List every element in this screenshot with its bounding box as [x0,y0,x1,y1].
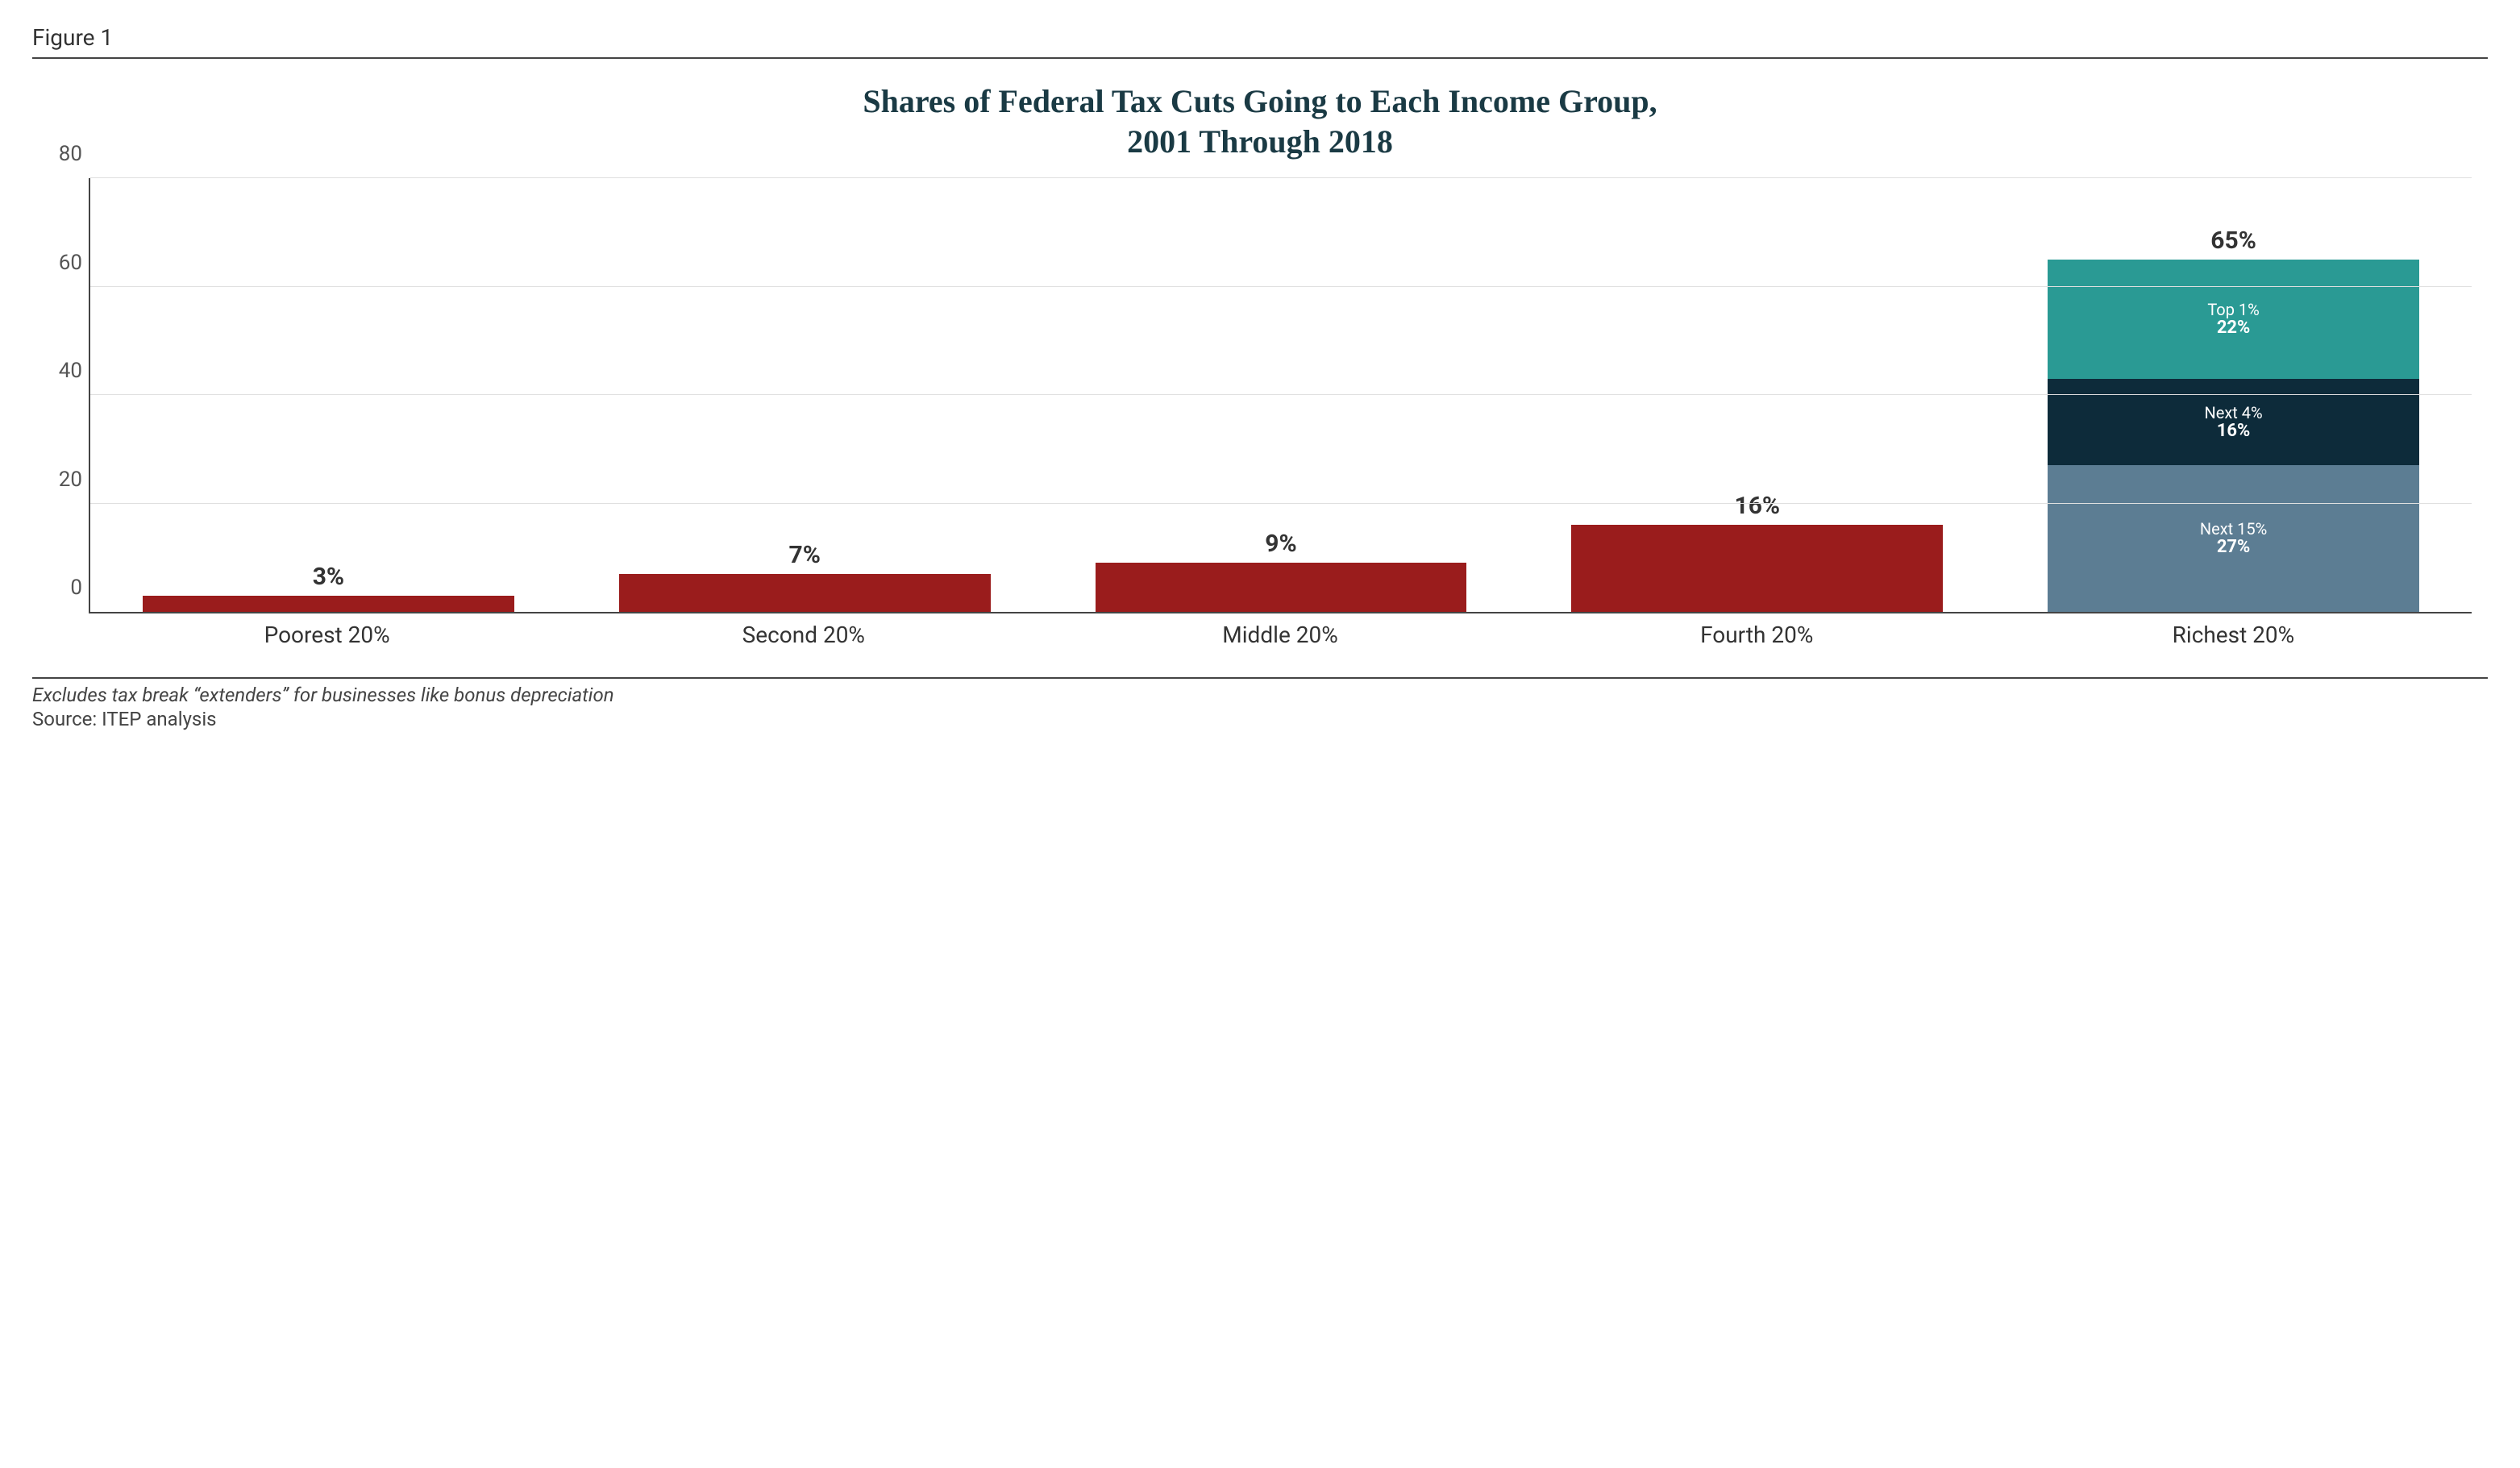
x-axis-label: Middle 20% [1042,622,1518,648]
segment-label: Next 4% [2204,404,2262,422]
bar-total-label: 7% [789,541,821,569]
bottom-rule [32,677,2488,679]
gridline [90,177,2472,178]
bar-total-label: 9% [1265,530,1296,558]
bar-segment [1096,563,1467,612]
figure-label: Figure 1 [32,24,2488,51]
y-tick: 40 [46,359,82,383]
bar-segment [143,596,514,612]
y-tick: 20 [46,468,82,492]
gridline [90,503,2472,504]
bar [1096,563,1467,612]
x-axis-label: Fourth 20% [1519,622,1995,648]
y-tick: 0 [46,576,82,600]
bar [143,596,514,612]
chart-title-line1: Shares of Federal Tax Cuts Going to Each… [863,83,1657,119]
segment-label: Next 15% [2200,520,2267,538]
x-axis-label: Second 20% [565,622,1042,648]
bar-total-label: 3% [313,563,344,591]
bar: Next 15%27%Next 4%16%Top 1%22% [2048,260,2419,612]
bar-segment: Next 4%16% [2048,379,2419,466]
bar-slot: 16% [1519,178,1995,612]
bar-total-label: 65% [2210,227,2256,255]
plot-area: 3%7%9%16%65%Next 15%27%Next 4%16%Top 1%2… [89,178,2472,613]
bar-slot: 9% [1043,178,1520,612]
segment-value: 16% [2217,422,2251,441]
bars-container: 3%7%9%16%65%Next 15%27%Next 4%16%Top 1%2… [90,178,2472,612]
bar-slot: 3% [90,178,567,612]
bar [1571,525,1943,612]
x-axis-label: Richest 20% [1995,622,2472,648]
y-tick: 80 [46,142,82,166]
bar-total-label: 16% [1734,492,1780,520]
source: Source: ITEP analysis [32,708,2488,730]
bar-segment: Top 1%22% [2048,260,2419,379]
bar-segment [619,574,991,612]
gridline [90,394,2472,395]
segment-value: 27% [2217,538,2251,557]
footnote: Excludes tax break “extenders” for busin… [32,684,2488,706]
bar [619,574,991,612]
bar-segment: Next 15%27% [2048,465,2419,612]
chart-title: Shares of Federal Tax Cuts Going to Each… [776,81,1744,162]
bar-slot: 65%Next 15%27%Next 4%16%Top 1%22% [1995,178,2472,612]
x-axis-labels: Poorest 20%Second 20%Middle 20%Fourth 20… [32,622,2488,648]
x-axis-label: Poorest 20% [89,622,565,648]
gridline [90,286,2472,287]
top-rule [32,57,2488,59]
segment-label: Top 1% [2207,301,2259,318]
chart-wrap: 3%7%9%16%65%Next 15%27%Next 4%16%Top 1%2… [32,178,2488,613]
bar-slot: 7% [567,178,1043,612]
y-tick: 60 [46,251,82,275]
chart-title-line2: 2001 Through 2018 [1127,123,1393,160]
segment-value: 22% [2217,318,2251,338]
bar-segment [1571,525,1943,612]
